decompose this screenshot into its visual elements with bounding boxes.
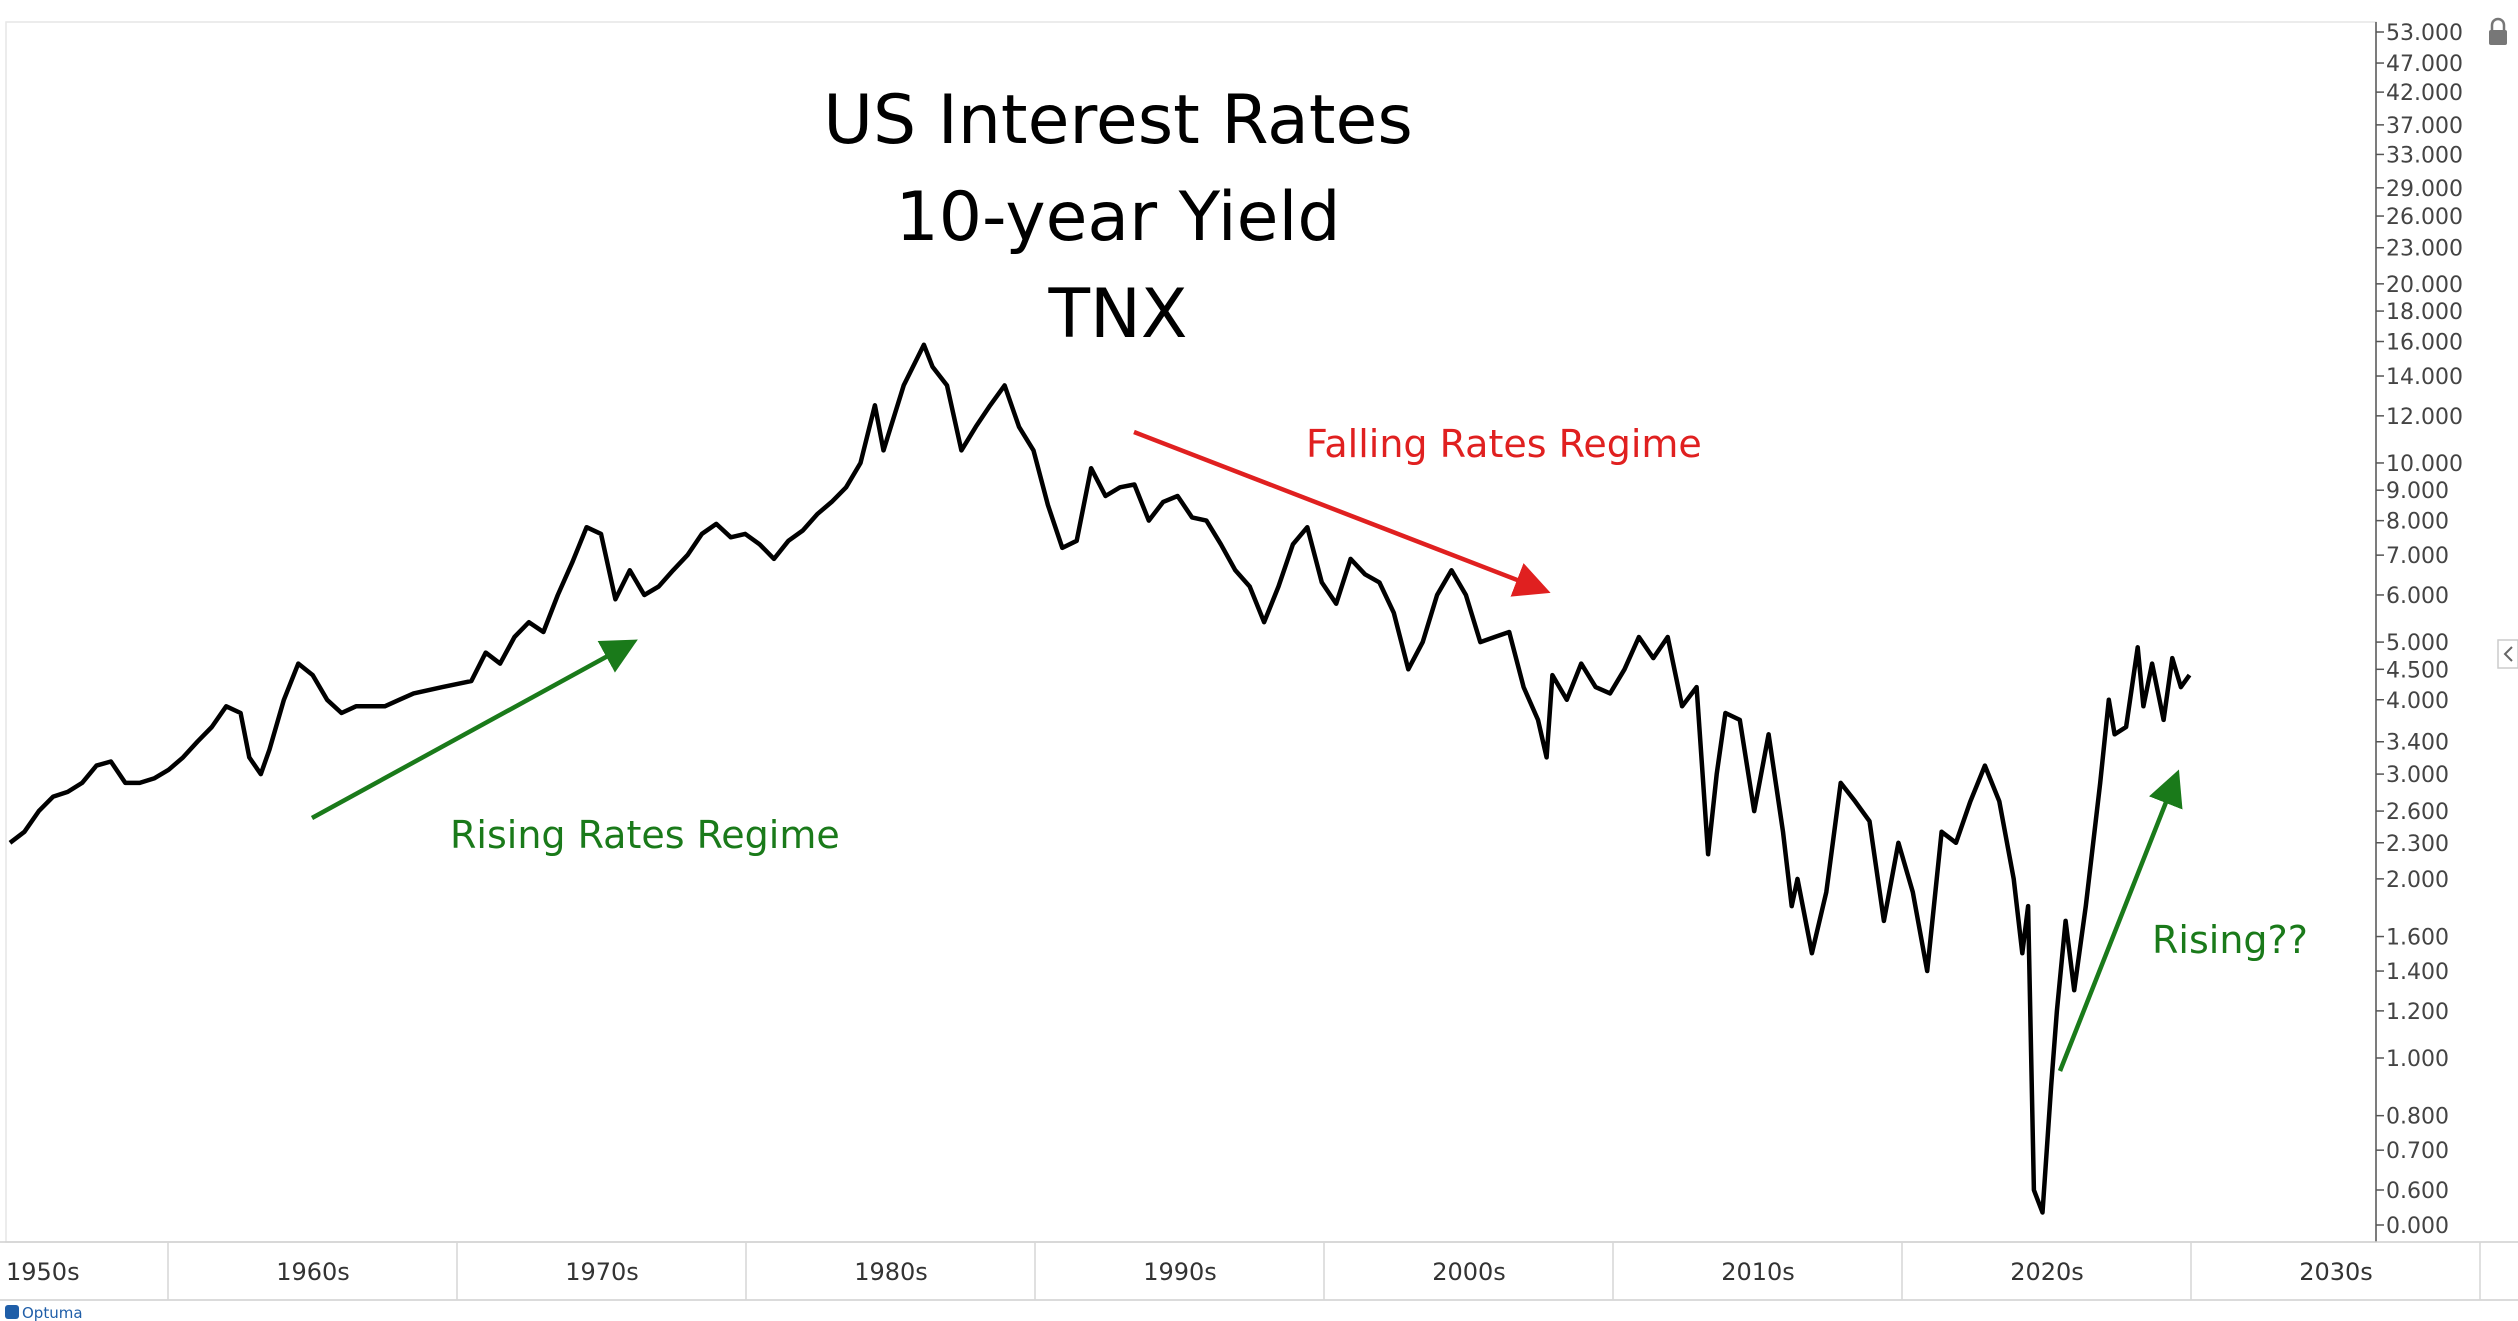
- y-tick-label: 0.800: [2386, 1105, 2449, 1130]
- x-axis: 1950s 1960s 1970s 1980s 1990s 2000s 2010s 2020s…: [6, 1242, 2481, 1300]
- y-tick-label: 6.000: [2386, 584, 2449, 609]
- annotation-rising: Rising Rates Regime: [450, 813, 840, 857]
- y-tick-label: 1.200: [2386, 1000, 2449, 1025]
- y-tick-label: 1.400: [2386, 960, 2449, 985]
- y-tick-label: 14.000: [2386, 365, 2463, 390]
- optuma-icon: [5, 1305, 19, 1319]
- falling-arrow: [1133, 429, 1551, 597]
- y-tick-label: 5.000: [2386, 631, 2449, 656]
- chart-title: US Interest Rates 10-year Yield TNX: [823, 81, 1413, 354]
- y-tick-label: 3.000: [2386, 763, 2449, 788]
- x-tick-label: 1970s: [565, 1258, 639, 1286]
- y-tick-label: 2.600: [2386, 800, 2449, 825]
- x-tick-label: 2000s: [1432, 1258, 1506, 1286]
- y-tick-label: 2.000: [2386, 868, 2449, 893]
- brand-text: Optuma: [22, 1304, 83, 1321]
- rising-arrow: [310, 639, 638, 820]
- y-axis: 53.000 47.000 42.000 37.000 33.000 29.000 26.0…: [2376, 21, 2463, 1239]
- title-line-1: US Interest Rates: [823, 81, 1413, 160]
- y-tick-label: 0.700: [2386, 1139, 2449, 1164]
- x-tick-label: 1990s: [1143, 1258, 1217, 1286]
- y-tick-label: 4.500: [2386, 658, 2449, 683]
- rising-question-arrow: [2057, 769, 2183, 1072]
- y-tick-label: 16.000: [2386, 331, 2463, 356]
- y-tick-label: 29.000: [2386, 177, 2463, 202]
- y-tick-label: 10.000: [2386, 452, 2463, 477]
- y-tick-label: 8.000: [2386, 510, 2449, 535]
- annotation-rising-question: Rising??: [2152, 918, 2308, 962]
- brand-logo: Optuma: [5, 1304, 83, 1321]
- y-tick-label: 47.000: [2386, 52, 2463, 77]
- y-tick-label: 0.000: [2386, 1214, 2449, 1239]
- y-tick-label: 3.400: [2386, 731, 2449, 756]
- x-tick-label: 1980s: [854, 1258, 928, 1286]
- y-tick-label: 4.000: [2386, 689, 2449, 714]
- y-tick-label: 9.000: [2386, 479, 2449, 504]
- x-tick-label: 1960s: [276, 1258, 350, 1286]
- x-tick-label: 1950s: [6, 1258, 80, 1286]
- y-tick-label: 1.000: [2386, 1047, 2449, 1072]
- title-line-3: TNX: [1048, 275, 1188, 354]
- y-tick-label: 20.000: [2386, 273, 2463, 298]
- x-tick-label: 2030s: [2299, 1258, 2373, 1286]
- y-tick-label: 7.000: [2386, 544, 2449, 569]
- y-tick-label: 12.000: [2386, 405, 2463, 430]
- collapse-panel-icon[interactable]: [2497, 639, 2518, 669]
- y-tick-label: 0.600: [2386, 1179, 2449, 1204]
- y-tick-label: 26.000: [2386, 205, 2463, 230]
- y-tick-label: 33.000: [2386, 143, 2463, 168]
- x-tick-label: 2010s: [1721, 1258, 1795, 1286]
- annotation-falling: Falling Rates Regime: [1306, 422, 1702, 466]
- y-tick-label: 37.000: [2386, 114, 2463, 139]
- y-tick-label: 23.000: [2386, 237, 2463, 262]
- lock-icon[interactable]: [2489, 17, 2507, 45]
- y-tick-label: 1.600: [2386, 926, 2449, 951]
- x-tick-label: 2020s: [2010, 1258, 2084, 1286]
- series-line-tnx: [8, 342, 2192, 1215]
- y-tick-label: 42.000: [2386, 81, 2463, 106]
- y-tick-label: 2.300: [2386, 832, 2449, 857]
- y-tick-label: 18.000: [2386, 300, 2463, 325]
- y-tick-label: 53.000: [2386, 21, 2463, 46]
- title-line-2: 10-year Yield: [895, 178, 1340, 257]
